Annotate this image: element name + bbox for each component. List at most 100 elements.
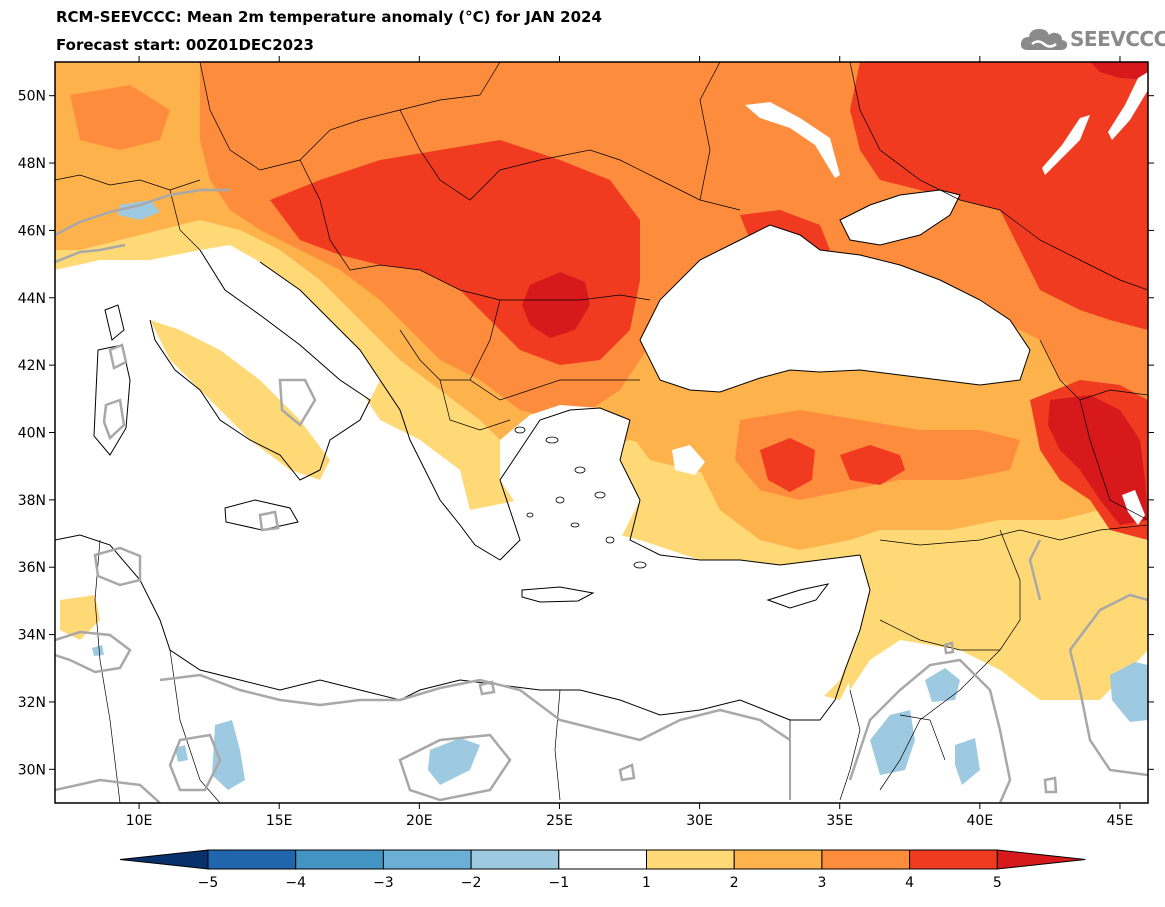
colorbar-label: 1 [642, 875, 651, 891]
anomaly-band-below-minus1-libya-3 [175, 745, 188, 762]
coastline-corsica [104, 304, 125, 341]
adriatic-sea [200, 245, 380, 400]
zero-contour [168, 733, 222, 792]
aegean-sea [500, 405, 640, 550]
tyrrhenian-sea [135, 380, 250, 490]
map-plot-area [55, 62, 1148, 803]
zero-contour [55, 188, 230, 237]
border-line [55, 174, 201, 191]
colorbar-label: −1 [548, 875, 569, 891]
lat-tick-label: 46N [18, 223, 46, 239]
anomaly-band-below-minus1-jordan [925, 668, 960, 702]
lon-tick-label: 20E [406, 813, 433, 829]
zero-contour [278, 378, 317, 427]
coastline-turkey-south [619, 419, 861, 566]
border-line [299, 159, 651, 301]
border-line [479, 62, 501, 96]
colorbar-segment [646, 849, 735, 870]
border-line [199, 62, 481, 171]
colorbar-label: 3 [817, 875, 826, 891]
border-line [1079, 399, 1148, 521]
lat-tick-label: 42N [18, 358, 46, 374]
lat-tick-label: 50N [18, 89, 46, 105]
lat-tick-label: 44N [18, 291, 46, 307]
anomaly-band-4-5-turkey-spot [760, 438, 815, 492]
island [570, 522, 580, 528]
anomaly-band-below-minus1-saudi [955, 738, 980, 785]
lat-tick-label: 36N [18, 560, 46, 576]
azov-sea [840, 190, 960, 245]
anomaly-band-below-minus1-libya-1 [212, 720, 245, 790]
colorbar-segment [821, 849, 911, 870]
border-line [839, 689, 861, 801]
coastline-black-sea [639, 224, 1031, 393]
lon-tick-label: 10E [126, 813, 153, 829]
anomaly-band-above-5-caucasus [1048, 395, 1148, 525]
island [633, 561, 647, 569]
border-line [94, 539, 121, 803]
coastline-italy [149, 249, 371, 481]
anomaly-band-below-minus1-sinai [870, 710, 915, 775]
zero-contour [102, 398, 126, 441]
anomaly-band-below-minus1-iraq [1110, 662, 1148, 722]
coastline-sicily [224, 499, 299, 531]
border-line [879, 529, 1021, 791]
border-line [879, 619, 1000, 651]
colorbar-label: 4 [905, 875, 914, 891]
coastline-azov [839, 189, 961, 246]
border-line [169, 649, 221, 803]
border-line [399, 109, 741, 211]
colorbar-segment [295, 849, 384, 870]
anomaly-band-3-4-west-alps [70, 85, 170, 150]
island [514, 426, 526, 434]
colorbar-label: −4 [285, 875, 306, 891]
lat-tick-label: 48N [18, 156, 46, 172]
colorbar-segment [382, 849, 472, 870]
zero-contour [55, 778, 161, 803]
cloud-icon [1020, 29, 1068, 50]
anomaly-band-above-5-north [1090, 62, 1148, 80]
country-borders [55, 62, 1148, 803]
lat-tick-label: 30N [18, 762, 46, 778]
border-line [899, 714, 946, 761]
anomaly-gap-ukraine-2 [1108, 72, 1148, 140]
anomaly-band-below-minus1-tunisia [92, 645, 104, 656]
longitude-axis: 10E 15E 20E 25E 30E 35E 40E 45E [126, 56, 1133, 829]
zero-contour [1043, 776, 1058, 794]
border-line [849, 62, 1148, 291]
lon-tick-label: 30E [686, 813, 713, 829]
anomaly-band-below-minus1-alps [118, 200, 160, 220]
island [545, 436, 559, 444]
colorbar-segment [470, 849, 560, 870]
zero-contour [93, 546, 142, 587]
forecast-subtitle: Forecast start: 00Z01DEC2023 [56, 36, 314, 54]
zero-contour [398, 733, 512, 802]
lon-tick-label: 25E [546, 813, 573, 829]
border-line [879, 524, 1148, 546]
border-line [699, 62, 721, 201]
coastline-balkans-west [259, 261, 501, 561]
coastline-africa [55, 534, 791, 721]
island [594, 491, 606, 499]
zero-contours [55, 188, 1148, 803]
sea-areas [55, 190, 1030, 715]
colorbar-segment [207, 849, 297, 870]
coastlines [55, 189, 1031, 721]
coastline-greece-east [499, 407, 631, 561]
zero-contour [478, 680, 496, 696]
colorbar-segment [733, 849, 823, 870]
latitude-axis: 50N 48N 46N 44N 42N 40N 38N 36N 34N 32N 30N [18, 89, 1154, 778]
anomaly-band-below-minus1-libya-2 [428, 738, 480, 785]
border-line [169, 189, 201, 251]
logo-text: SEEVCCC [1070, 27, 1165, 51]
island [574, 466, 586, 474]
colorbar-extend-high [996, 849, 1086, 870]
border-line [554, 689, 561, 801]
anomaly-gap-caucasus [1122, 490, 1145, 525]
island [526, 512, 534, 518]
map-title: RCM-SEEVCCC: Mean 2m temperature anomaly… [56, 8, 602, 26]
colorbar: −5 −4 −3 −2 −1 1 2 3 4 5 [119, 849, 1086, 891]
lon-tick-label: 35E [826, 813, 853, 829]
border-line [439, 379, 511, 431]
